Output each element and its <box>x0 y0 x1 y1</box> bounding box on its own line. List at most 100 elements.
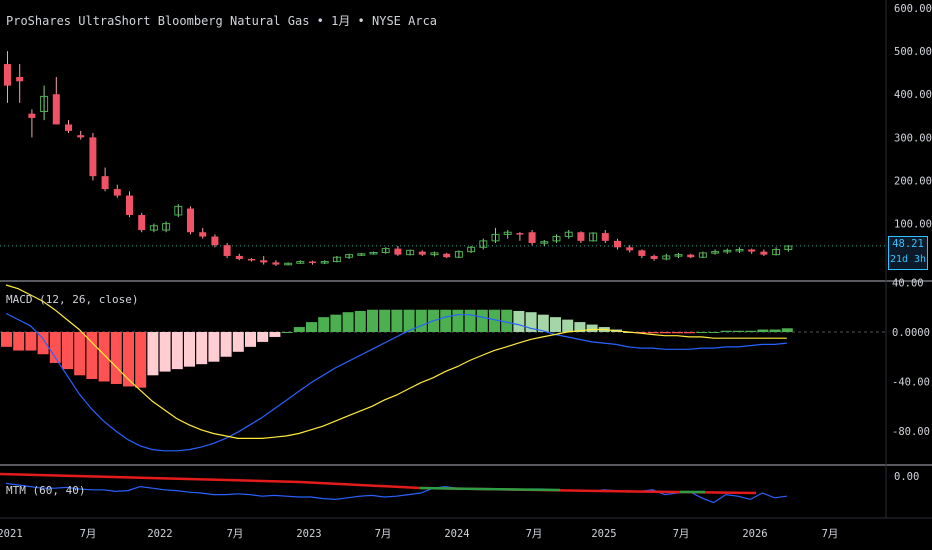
macd-axis-tick: 40.00 <box>892 278 924 290</box>
macd-histogram-bar <box>74 332 86 376</box>
candle-body <box>430 252 439 256</box>
candle-body <box>760 251 768 255</box>
candle-body <box>784 245 793 250</box>
candle-body <box>467 246 476 253</box>
macd-histogram-bar <box>574 322 586 332</box>
time-axis-label: 7月 <box>526 528 543 540</box>
candle-body <box>345 254 354 258</box>
last-price-badge: 48.21 21d 3h <box>888 236 928 270</box>
candle-body <box>443 253 451 258</box>
candle-body <box>540 241 549 244</box>
candle-body <box>491 233 500 242</box>
candle-body <box>126 195 133 215</box>
macd-histogram-bar <box>757 329 769 332</box>
candle-body <box>381 248 390 253</box>
candle-body <box>113 189 121 196</box>
macd-histogram-bar <box>171 332 183 370</box>
macd-histogram-bar <box>25 332 37 351</box>
time-axis-label: 2025 <box>591 528 616 540</box>
candle-body <box>698 252 707 258</box>
candle-body <box>723 249 732 253</box>
candle-body <box>65 124 72 131</box>
time-axis-label: 2021 <box>0 528 23 540</box>
candle-body <box>394 248 402 255</box>
candle-body <box>211 236 219 246</box>
macd-histogram-bar <box>781 328 793 332</box>
macd-histogram-bar <box>196 332 208 365</box>
candle-body <box>687 254 695 258</box>
macd-histogram-bar <box>220 332 232 357</box>
time-axis-label: 7月 <box>375 528 392 540</box>
candle-body <box>162 223 171 231</box>
candle-body <box>89 137 97 177</box>
macd-histogram-bar <box>415 309 427 332</box>
candle-body <box>772 248 781 256</box>
mtm-axis-tick: 0.00 <box>894 471 919 483</box>
macd-histogram-bar <box>513 310 525 332</box>
time-axis-label: 7月 <box>822 528 839 540</box>
candle-body <box>332 256 341 263</box>
macd-histogram-bar <box>708 332 720 333</box>
macd-histogram-bar <box>586 324 598 332</box>
candle-body <box>454 251 463 258</box>
time-axis-label: 7月 <box>80 528 97 540</box>
macd-histogram-bar <box>720 330 732 332</box>
macd-histogram-bar <box>13 332 25 351</box>
macd-histogram-bar <box>537 314 549 332</box>
macd-histogram-bar <box>257 332 269 342</box>
macd-histogram-bar <box>159 332 171 372</box>
macd-histogram-bar <box>208 332 220 362</box>
candle-body <box>735 248 744 252</box>
macd-histogram-bar <box>232 332 244 352</box>
price-axis-tick: 600.00 <box>894 3 932 15</box>
candle-body <box>174 205 183 216</box>
candle-body <box>187 208 194 233</box>
price-axis-tick: 500.00 <box>894 46 932 58</box>
candle-body <box>552 236 561 242</box>
macd-axis-tick: -40.00 <box>892 377 930 389</box>
candle-body <box>16 76 24 82</box>
macd-histogram-bar <box>184 332 195 367</box>
price-axis-tick: 200.00 <box>894 175 932 187</box>
candle-body <box>650 255 658 259</box>
macd-histogram-bar <box>123 332 134 387</box>
candle-body <box>149 225 158 231</box>
macd-histogram-bar <box>1 332 12 347</box>
candle-body <box>503 231 512 235</box>
candle-body <box>638 250 646 256</box>
macd-histogram-bar <box>647 332 659 334</box>
candle-body <box>577 232 585 241</box>
candle-body <box>357 253 366 256</box>
macd-histogram-bar <box>62 332 73 370</box>
time-axis-label: 2026 <box>742 528 767 540</box>
macd-histogram-bar <box>403 309 415 332</box>
macd-histogram-bar <box>49 332 61 363</box>
macd-histogram-bar <box>562 319 574 332</box>
macd-histogram-bar <box>86 332 98 380</box>
candle-body <box>138 214 146 231</box>
macd-histogram-bar <box>672 332 683 334</box>
macd-histogram-bar <box>476 309 488 332</box>
candle-body <box>296 261 305 264</box>
candle-body <box>52 94 60 125</box>
candle-body <box>77 135 85 138</box>
macd-histogram-bar <box>147 332 159 376</box>
macd-histogram-bar <box>306 322 317 332</box>
candle-body <box>199 232 207 237</box>
macd-histogram-bar <box>135 332 147 388</box>
candle-body <box>235 255 243 259</box>
candle-body <box>320 261 329 264</box>
macd-histogram-bar <box>464 309 476 332</box>
macd-label[interactable]: MACD (12, 26, close) <box>6 293 139 306</box>
macd-histogram-bar <box>501 309 513 332</box>
candle-body <box>309 261 316 264</box>
chart-title: ProShares UltraShort Bloomberg Natural G… <box>6 14 438 28</box>
macd-histogram-bar <box>745 330 757 332</box>
candle-body <box>260 260 268 263</box>
candle-body <box>223 245 231 256</box>
candle-body <box>528 232 536 244</box>
candle-body <box>418 251 426 255</box>
macd-histogram-bar <box>550 317 561 332</box>
mtm-label[interactable]: MTM (60, 40) <box>6 484 86 497</box>
